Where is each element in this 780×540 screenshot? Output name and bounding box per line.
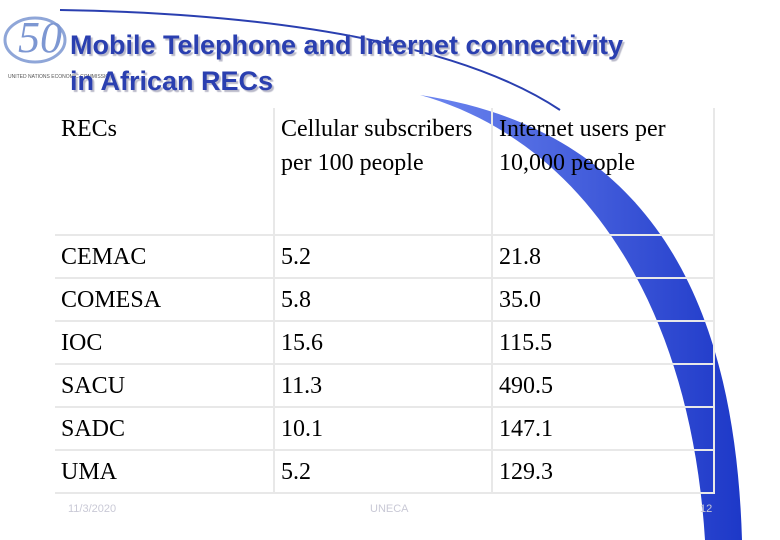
table: RECs Cellular subscribers per 100 people I… [55,108,715,494]
table-row: UMA 5.2 129.3 [55,451,715,494]
header-cell: Internet users per 10,000 people [493,108,715,236]
svg-text:UNITED NATIONS ECONOMIC COMMIS: UNITED NATIONS ECONOMIC COMMISSION [8,74,113,80]
swoosh [420,95,742,540]
title-line: in African RECs [70,66,274,96]
table-cell: SADC [55,408,275,451]
header-cell: RECs [55,108,275,236]
table-cell: 490.5 [493,365,715,408]
table-cell: 15.6 [275,322,493,365]
table-cell: 5.8 [275,279,493,322]
table-cell: 129.3 [493,451,715,494]
footer-date: 11/3/2020 [68,503,117,515]
swoosh-line [59,9,561,111]
title-line: Mobile Telephone and Internet connectivi… [70,30,624,60]
table-cell: 115.5 [493,322,715,365]
table-cell: 35.0 [493,279,715,322]
table-row: IOC 15.6 115.5 [55,322,715,365]
header-cell: Cellular subscribers per 100 people [275,108,493,236]
table-cell: 5.2 [275,451,493,494]
footer-page: 12 [700,503,713,515]
table-row: SADC 10.1 147.1 [55,408,715,451]
table-cell: COMESA [55,279,275,322]
table-cell: 147.1 [493,408,715,451]
table-cell: CEMAC [55,236,275,279]
footer-org: UNECA [370,503,409,515]
table-cell: 10.1 [275,408,493,451]
table-cell: 21.8 [493,236,715,279]
table-cell: IOC [55,322,275,365]
table-cell: UMA [55,451,275,494]
table-cell: SACU [55,365,275,408]
table-cell: 5.2 [275,236,493,279]
table-row: CEMAC 5.2 21.8 [55,236,715,279]
svg-text:50: 50 [18,13,62,62]
table-row: SACU 11.3 490.5 [55,365,715,408]
logo: 50 UNITED NATIONS ECONOMIC COMMISSION [3,13,113,80]
header-row: RECs Cellular subscribers per 100 people I… [55,108,715,236]
table-row: COMESA 5.8 35.0 [55,279,715,322]
table-cell: 11.3 [275,365,493,408]
